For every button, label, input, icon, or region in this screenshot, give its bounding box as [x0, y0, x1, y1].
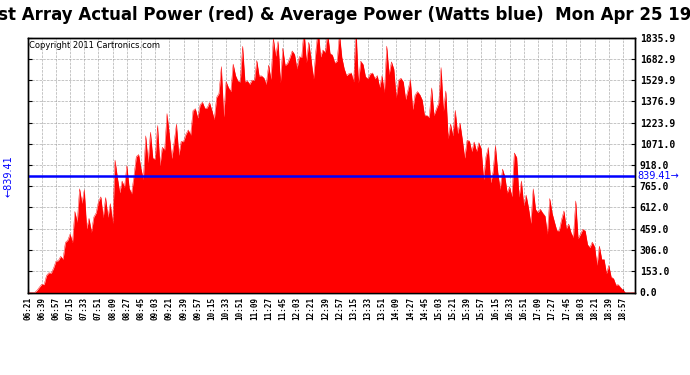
Text: 839.41→: 839.41→: [638, 171, 680, 181]
Text: ←839.41: ←839.41: [3, 155, 13, 197]
Text: Copyright 2011 Cartronics.com: Copyright 2011 Cartronics.com: [29, 41, 160, 50]
Text: West Array Actual Power (red) & Average Power (Watts blue)  Mon Apr 25 19:21: West Array Actual Power (red) & Average …: [0, 6, 690, 24]
